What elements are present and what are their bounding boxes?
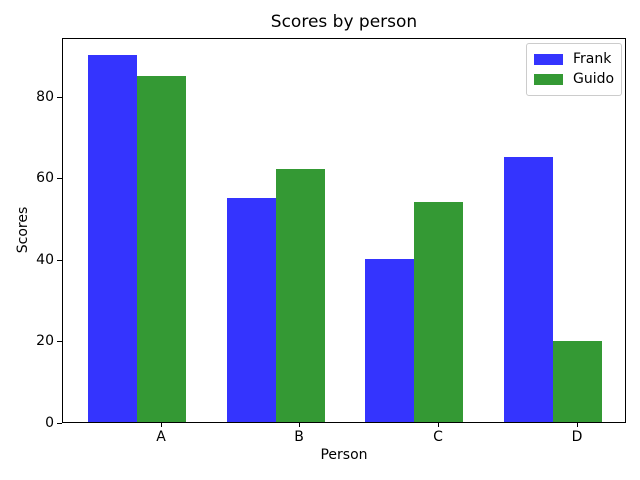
y-tick-label-20: 20	[36, 333, 54, 349]
y-tick-mark-40	[57, 260, 62, 261]
x-tick-mark-d	[577, 423, 578, 427]
bar-frank-b	[227, 198, 276, 422]
bar-guido-c	[414, 202, 463, 422]
x-tick-label-a: A	[156, 429, 166, 445]
x-tick-label-d: D	[571, 429, 583, 445]
bar-guido-a	[137, 76, 186, 422]
bar-frank-a	[88, 55, 137, 422]
bar-frank-c	[365, 259, 414, 422]
bar-guido-b	[276, 169, 325, 422]
x-tick-mark-a	[161, 423, 162, 427]
y-tick-label-40: 40	[36, 252, 54, 268]
y-tick-label-0: 0	[45, 415, 54, 431]
legend-label-guido: Guido	[573, 71, 615, 87]
y-tick-mark-0	[57, 423, 62, 424]
y-tick-label-60: 60	[36, 170, 54, 186]
legend-swatch-frank	[534, 53, 563, 65]
y-tick-label-80: 80	[36, 89, 54, 105]
x-tick-label-b: B	[294, 429, 304, 445]
legend-item-guido: Guido	[534, 69, 615, 89]
y-tick-mark-60	[57, 178, 62, 179]
x-tick-mark-b	[299, 423, 300, 427]
legend-swatch-guido	[534, 73, 563, 85]
y-axis-label: Scores	[15, 206, 31, 254]
plot-area	[62, 38, 626, 423]
y-tick-mark-80	[57, 97, 62, 98]
legend-item-frank: Frank	[534, 49, 613, 69]
bar-guido-d	[553, 341, 602, 422]
y-tick-mark-20	[57, 341, 62, 342]
chart-title: Scores by person	[270, 12, 418, 32]
x-tick-label-c: C	[433, 429, 443, 445]
x-tick-mark-c	[438, 423, 439, 427]
bar-frank-d	[504, 157, 553, 422]
x-axis-label: Person	[320, 447, 368, 463]
legend: Frank Guido	[526, 43, 622, 96]
legend-label-frank: Frank	[573, 51, 612, 67]
